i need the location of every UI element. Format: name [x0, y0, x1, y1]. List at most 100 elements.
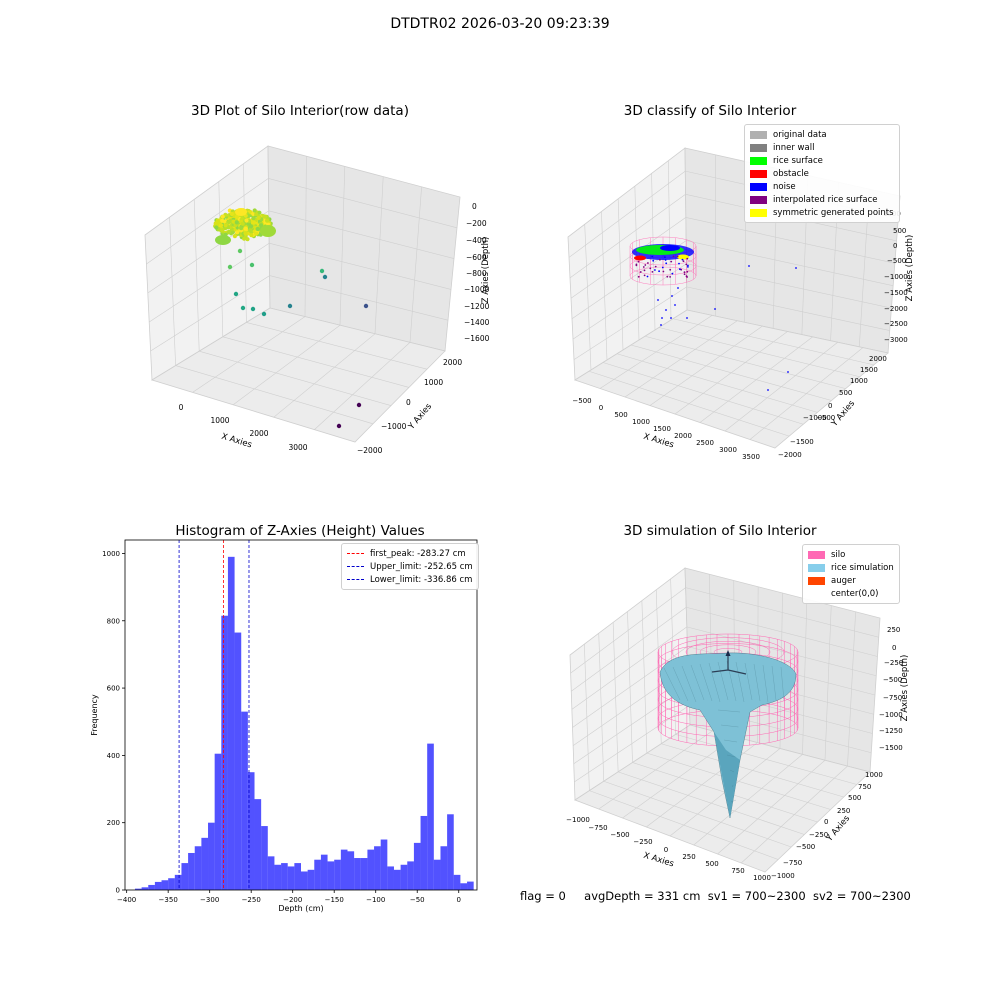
histogram-bar — [374, 846, 381, 890]
noise-point — [657, 299, 659, 301]
raw-surface-point — [215, 218, 220, 223]
y-tick-label: 1000 — [102, 550, 120, 558]
x-tick-label: −50 — [410, 896, 425, 904]
grid-line — [672, 318, 874, 366]
legend-entry: symmetric generated points — [750, 206, 894, 219]
p4-ztick: −250 — [884, 659, 903, 667]
raw-surface-point — [239, 226, 244, 231]
p2-ztick: 0 — [893, 242, 897, 250]
raw-surface-point — [220, 228, 225, 233]
noise-point — [787, 371, 789, 373]
histogram-bar — [447, 814, 454, 890]
panel3-plot: −400 −350 −300 −250 −200 −150 −100 −50 0 0 200 400… — [90, 539, 478, 913]
grid-line — [741, 765, 848, 864]
histogram-bar — [440, 846, 448, 890]
mesh-line — [732, 784, 734, 788]
grid-line — [675, 734, 857, 785]
mesh-line — [723, 739, 738, 743]
histogram-bar — [281, 863, 288, 890]
classified-point — [683, 271, 686, 273]
mesh-line — [780, 666, 785, 702]
p4-ytick: −500 — [796, 843, 815, 851]
p1-xtick: 1000 — [210, 416, 229, 425]
grid-line — [304, 156, 307, 317]
mesh-line — [717, 661, 729, 701]
p1-ztick: −400 — [466, 236, 487, 245]
histogram-bar — [208, 822, 215, 890]
histogram-bar — [387, 866, 394, 890]
grid-line — [193, 199, 200, 352]
raw-data-point — [250, 306, 256, 312]
mesh-line — [753, 663, 761, 702]
p1-ztick: −600 — [466, 253, 487, 262]
raw-surface-point — [229, 211, 234, 217]
classified-point — [665, 262, 668, 265]
histogram-bar — [427, 743, 434, 890]
histogram-bar — [234, 632, 242, 890]
legend-swatch — [808, 590, 825, 598]
p2-ztick: 500 — [893, 227, 906, 235]
histogram-bar — [247, 772, 255, 890]
legend-swatch — [750, 208, 767, 217]
raw-surface-lobe — [260, 225, 276, 237]
grid-line — [269, 275, 449, 321]
raw-surface-peak — [235, 208, 247, 216]
panel1-title: 3D Plot of Silo Interior(row data) — [191, 103, 409, 119]
grid-line — [749, 347, 864, 440]
classified-point — [643, 269, 646, 272]
panel4-legend: silo rice simulation auger center(0,0) — [802, 544, 900, 604]
raw-data-point — [319, 268, 325, 274]
noise-point — [767, 389, 769, 391]
classified-point — [687, 266, 689, 268]
classified-point — [685, 263, 688, 266]
p2-zlabel: Z Axies (Depth) — [905, 235, 915, 302]
grid-line — [686, 286, 890, 331]
grid-line — [824, 605, 832, 761]
p4-xlabel: X Axies — [642, 851, 675, 870]
p2-ytick: −500 — [816, 414, 835, 422]
grid-line — [218, 181, 224, 337]
mesh-line — [729, 769, 735, 773]
noise-point — [748, 265, 750, 267]
histogram-bar — [327, 861, 335, 890]
classified-point — [662, 270, 665, 273]
raw-data-point — [233, 291, 239, 297]
p4-xtick: −1000 — [566, 816, 590, 824]
noise-point — [674, 304, 676, 306]
legend-label: center(0,0) — [831, 588, 879, 599]
raw-surface-point — [231, 219, 236, 224]
x-tick-label: −300 — [200, 896, 219, 904]
p2-xtick: 2000 — [674, 432, 692, 440]
raw-data-point — [227, 264, 233, 270]
raw-surface-point — [234, 214, 240, 219]
grid-line — [175, 365, 374, 425]
histogram-bar — [453, 874, 461, 890]
histogram-bar — [221, 615, 228, 890]
grid-line — [658, 327, 860, 378]
grid-line — [569, 194, 686, 279]
raw-surface-point — [240, 221, 245, 226]
noise-point — [660, 324, 662, 326]
panel2-title: 3D classify of Silo Interior — [623, 103, 797, 119]
x-tick-label: 0 — [457, 896, 461, 904]
mesh-line — [735, 661, 745, 703]
x-tick-label: −350 — [159, 896, 178, 904]
grid-line — [269, 242, 452, 290]
classified-point — [678, 262, 680, 265]
grid-line — [374, 176, 384, 334]
panel1-plot: 0 1000 2000 3000 X Axies −2000 −1000 0 1… — [144, 145, 491, 455]
figure-title: DTDTR02 2026-03-20 09:23:39 — [390, 16, 610, 32]
classified-point — [664, 256, 666, 259]
raw-surface-point — [223, 223, 228, 228]
p4-xtick: 250 — [682, 853, 695, 861]
noise-point — [714, 308, 716, 310]
noise-point — [665, 309, 667, 311]
legend-swatch — [750, 195, 767, 204]
mesh-line — [726, 754, 736, 758]
classified-point — [681, 258, 684, 261]
grid-line — [409, 186, 422, 343]
p1-xtick: 3000 — [288, 443, 307, 452]
p4-ztick: −1000 — [879, 711, 903, 719]
p4-ytick: 750 — [858, 783, 871, 791]
grid-line — [572, 646, 688, 728]
